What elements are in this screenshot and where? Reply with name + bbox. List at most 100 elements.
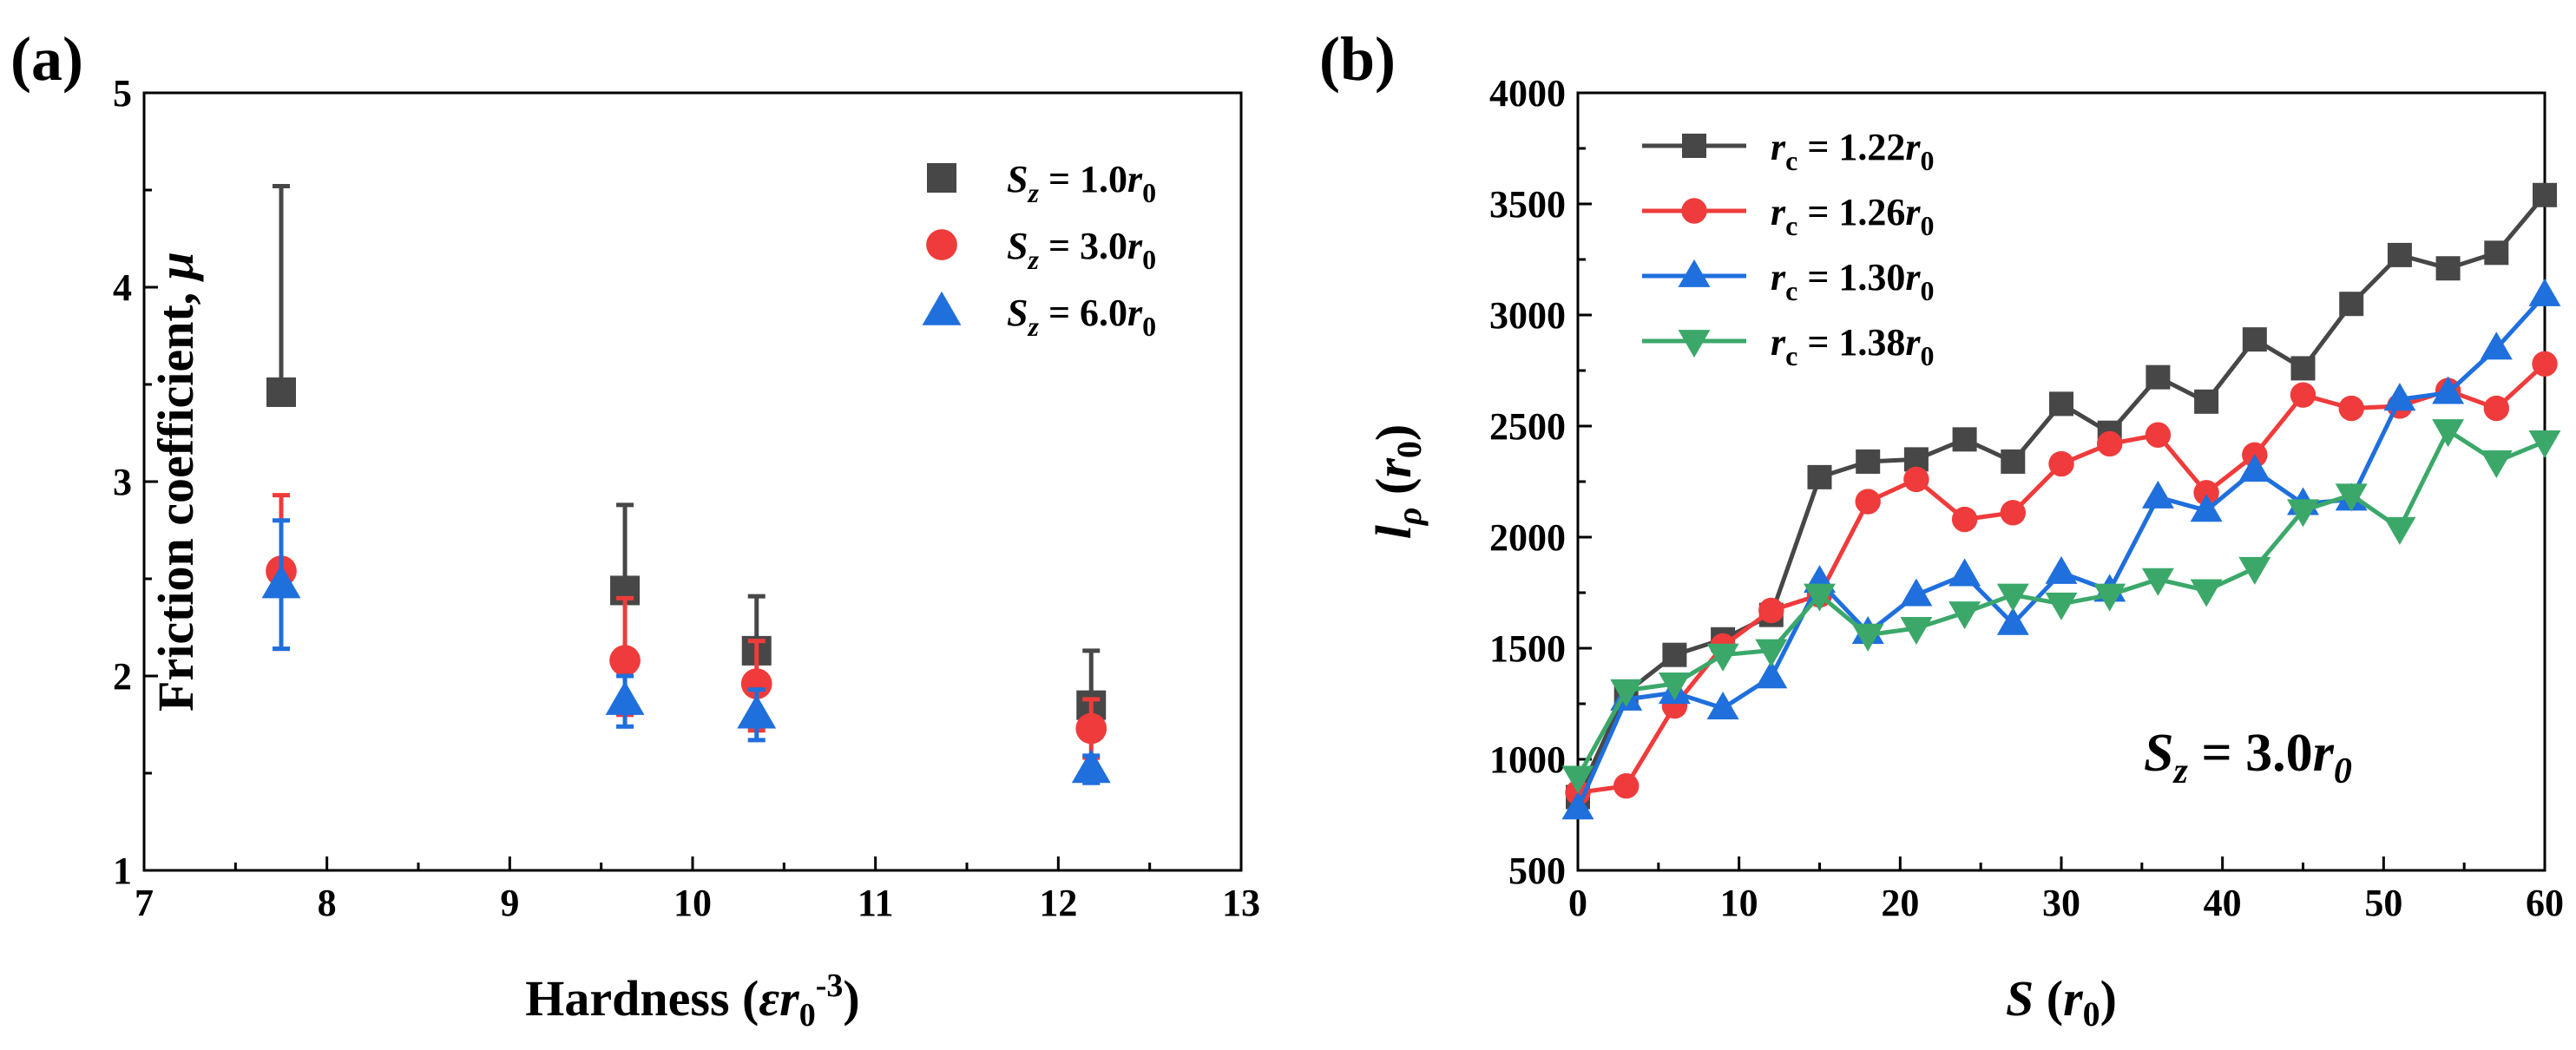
series-3 [1561,278,2561,820]
x-tick-label: 12 [1039,882,1077,924]
legend-marker [1678,259,1711,287]
data-point [1658,673,1691,701]
data-point [1610,679,1643,707]
data-point [2435,256,2461,281]
legend-entry: rc = 1.26r0 [1771,191,1935,241]
data-point [2338,395,2364,422]
data-point [1613,773,1640,799]
x-tick-label: 13 [1222,882,1260,924]
data-point [2045,555,2078,584]
legend-entry: Sz = 1.0r0 [1007,158,1156,208]
data-point [2242,327,2267,352]
data-point [1855,489,1881,515]
panel-b-chart: (b) 0 10 20 30 40 50 60 500 1000 1500 2000 2500 3000 3… [1319,24,2564,1034]
data-point [1662,642,1687,667]
legend-marker [922,291,962,325]
legend-entry: Sz = 3.0r0 [1007,225,1156,275]
data-point [1900,578,1933,607]
data-point [2146,364,2171,390]
y-tick-label: 3000 [1489,294,1566,337]
y-tick-label: 2 [113,655,132,698]
data-point [2194,389,2219,414]
data-point [2383,516,2416,545]
data-point [1706,692,1739,720]
panel-b-label: (b) [1319,24,1396,94]
data-point [2190,494,2223,522]
data-point [2145,422,2172,448]
x-tick-label: 50 [2364,882,2402,924]
data-point [2048,450,2074,477]
data-point [2383,383,2416,411]
x-tick-label: 20 [1881,882,1919,924]
x-tick-label: 10 [1720,882,1758,924]
data-point [1075,712,1107,745]
data-point [2339,292,2364,317]
x-tick-label: 10 [674,882,712,924]
data-point [605,680,645,715]
y-axis-title: lρ (r0) [1365,424,1429,539]
data-point [1903,466,1929,493]
data-point [2093,583,2126,612]
data-point [609,645,641,676]
plot-frame [142,91,1243,872]
data-point [2480,331,2513,360]
x-tick-label: 30 [2042,882,2080,924]
data-point [2335,483,2368,512]
data-point [1856,449,1881,474]
data-point [2287,499,2319,528]
y-tick-label: 3500 [1489,183,1566,226]
data-point [2141,480,2174,509]
series-3 [261,518,1111,785]
data-point [1755,660,1788,689]
y-tick-label: 1500 [1489,627,1566,670]
data-point [1996,583,2029,612]
data-point [2483,395,2509,422]
data-point [261,564,301,599]
x-tick-label: 0 [1568,882,1587,924]
x-axis-title: Hardness (εr0-3) [525,968,859,1034]
data-point [2528,430,2561,459]
y-tick-label: 500 [1508,850,1566,892]
panel-a-label: (a) [10,24,83,94]
data-point [2193,480,2219,506]
legend: Sz = 1.0r0 Sz = 3.0r0 Sz = 6.0r0 [922,158,1156,342]
series-2 [266,493,1107,760]
data-point [1948,558,1981,587]
data-point [2484,240,2509,266]
x-tick-label: 9 [500,882,519,924]
data-point [2045,592,2078,620]
x-tick-label: 8 [318,882,337,924]
y-tick-label: 1 [113,850,132,892]
data-point [1851,623,1884,652]
data-point [1807,464,1832,489]
data-point [2290,382,2316,408]
legend-entry: rc = 1.30r0 [1771,256,1935,306]
y-axis-title: Friction coefficient, μ [148,252,204,712]
data-point [2432,419,2465,448]
data-point [2532,351,2558,377]
x-tick-label: 11 [858,882,894,924]
data-point [2528,278,2561,306]
x-axis-title: S (r0) [2006,970,2117,1034]
y-tick-label: 4000 [1489,72,1566,115]
data-point [1900,617,1933,646]
data-point [2141,568,2174,596]
data-point [2533,182,2557,207]
data-point [1561,765,1594,794]
data-point [1755,639,1788,667]
legend-marker [1678,330,1711,358]
data-point [2480,450,2513,479]
data-point [1804,583,1836,612]
series-line [1575,293,2546,810]
legend-marker [1682,134,1706,158]
data-point [2290,356,2316,381]
series-1 [266,184,1107,720]
y-tick-label: 5 [113,72,132,115]
data-point [1706,643,1739,672]
legend-marker [927,163,956,193]
data-point [1758,597,1784,624]
data-point [2238,454,2271,482]
legend-entry: rc = 1.22r0 [1771,126,1935,176]
